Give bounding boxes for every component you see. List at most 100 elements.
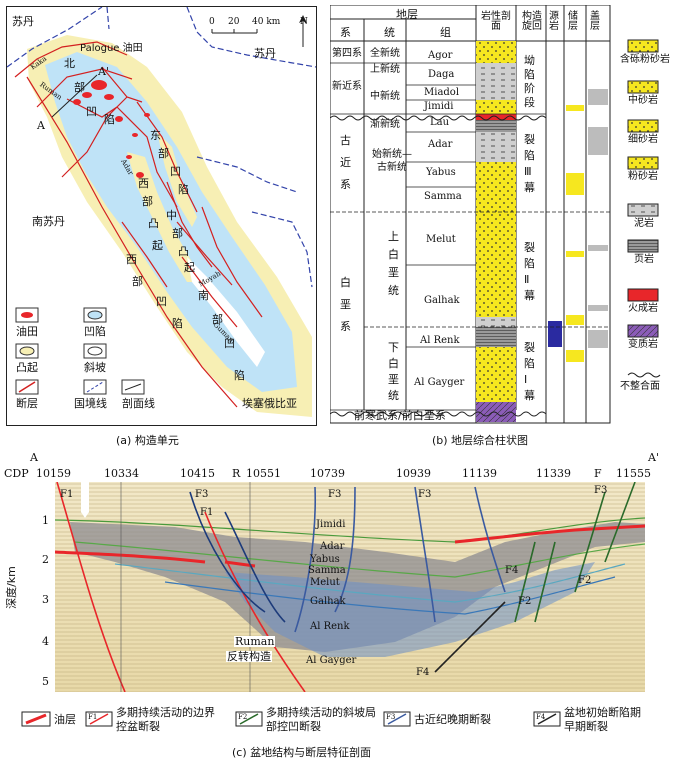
legend-slope: 斜坡 [84,361,106,374]
structure-label: Ruman [234,635,276,648]
unit-char: 部 [74,81,85,94]
fault-label: F4 [505,565,519,576]
series-label: 上新统 [370,64,400,75]
unit-char: 陷 [172,317,183,330]
system-label: 古近系 [340,134,351,191]
formation-label: Al Renk [420,335,460,346]
section-right-end: A' [648,451,659,464]
scale-tick: 0 [209,17,215,27]
scale-tick: 40 km [252,17,281,27]
section-end-label: A' [98,65,109,78]
horizon-label: Yabus [310,554,340,565]
formation-label: Yabus [426,167,456,178]
cdp-tick-label: 10334 [104,467,139,480]
cdp-tick-label: 10551 [246,467,281,480]
section-line [51,74,98,118]
legend-depression: 凹陷 [84,325,106,338]
legend-payzone: 油层 [54,713,76,726]
unit-char: 凸 [178,245,189,258]
unit-char: 凹 [86,105,97,118]
legend-fault-code: F1 [88,713,98,721]
formation-label: Galhak [424,295,460,306]
fault-label: F1 [60,489,74,500]
seal-header: 盖层 [590,11,600,32]
lith-legend-label: 变质岩 [628,339,658,350]
series-label: 下白垩统 [388,341,399,402]
unit-char: 凹 [224,337,235,350]
structure-label: 反转构造 [226,650,272,663]
system-label: 白垩系 [340,276,351,333]
cdp-marker: R [232,467,241,480]
north-arrow-icon [299,15,307,47]
legend-f4: 盆地初始断陷期早期断裂 [564,706,641,733]
legend-f2: 多期持续活动的斜坡局部控凹断裂 [266,706,376,733]
unit-char: 陷 [178,183,189,196]
formation-label: Adar [428,139,453,150]
unit-char: 西 [126,253,137,266]
formation-label: Melut [426,234,456,245]
unit-char: 部 [212,313,223,326]
oilfield-markers [73,80,150,178]
lithology-legend [627,39,661,378]
caption-c: (c) 盆地结构与断层特征剖面 [232,746,372,759]
fault-label: F4 [416,667,430,678]
series-label: 始新统—古新统 [372,149,412,173]
formation-label: Samma [424,191,462,202]
series-label: 中新统 [370,91,400,102]
legend-fault-code: F3 [386,713,396,721]
border-lines [7,7,316,288]
fault-label: F2 [578,575,592,586]
formation-label: Al Gayger [414,377,465,388]
formation-label: Agor [428,50,453,61]
unit-char: 陷 [234,369,245,382]
cycle-label: 裂陷Ⅰ幕 [524,341,535,402]
lith-legend-label: 含砾粉砂岩 [620,54,670,65]
cdp-tick-label: 10739 [310,467,345,480]
depth-tick: 2 [42,553,49,566]
horizon-label: Jimidi [316,519,346,530]
section-end-label: A [37,119,45,132]
unit-char: 凹 [156,295,167,308]
cdp-tick-label: 10939 [396,467,431,480]
legend-f3: 古近纪晚期断裂 [414,713,491,726]
lith-legend-label: 中砂岩 [628,95,658,106]
system-label: 第四系 [332,48,362,59]
country-label: 苏丹 [254,47,276,60]
country-label: 埃塞俄比亚 [242,397,297,410]
unit-char: 南 [198,289,209,302]
map-legend: 油田 凹陷 凸起 斜坡 断层 国境线 剖面线 [14,306,164,418]
system-label: 新近系 [332,81,362,92]
unit-char: 东 [150,129,161,142]
series-label: 全新统 [370,48,400,59]
horizon-label: Al Renk [310,621,350,632]
basement-label: 前寒武系/前白垩系 [354,409,446,422]
caption-a: (a) 构造单元 [116,434,179,447]
fault-label: F3 [418,489,432,500]
section-legend-symbols [21,711,561,727]
cdp-tick-label: 10415 [180,467,215,480]
lithology-header: 岩性剖面 [481,11,511,32]
cdp-tick-label: 11339 [536,467,571,480]
cdp-title: CDP [4,467,29,480]
unit-char: 凸 [148,217,159,230]
scale-tick: 20 [228,17,240,27]
lith-legend-label: 泥岩 [634,218,654,229]
depth-tick: 1 [42,514,49,527]
horizon-label: Samma [308,565,346,576]
cycle-header: 构造旋回 [522,11,542,32]
caption-b: (b) 地层综合柱状图 [432,434,529,447]
country-label: 苏丹 [12,15,34,28]
legend-border: 国境线 [74,397,107,410]
unit-char: 部 [132,275,143,288]
unit-char: 中 [166,209,177,222]
legend-fault: 断层 [16,397,38,410]
section-left-end: A [30,451,38,464]
formation-label: Miadol [424,87,460,98]
series-label: 上白垩统 [388,230,399,297]
north-label: N [300,17,308,27]
structure-map [7,7,316,417]
cdp-tick-label: 11555 [616,467,651,480]
unit-char: 部 [142,195,153,208]
depth-axis-label: 深度/km [4,566,18,609]
series-header: 统 [384,26,395,39]
